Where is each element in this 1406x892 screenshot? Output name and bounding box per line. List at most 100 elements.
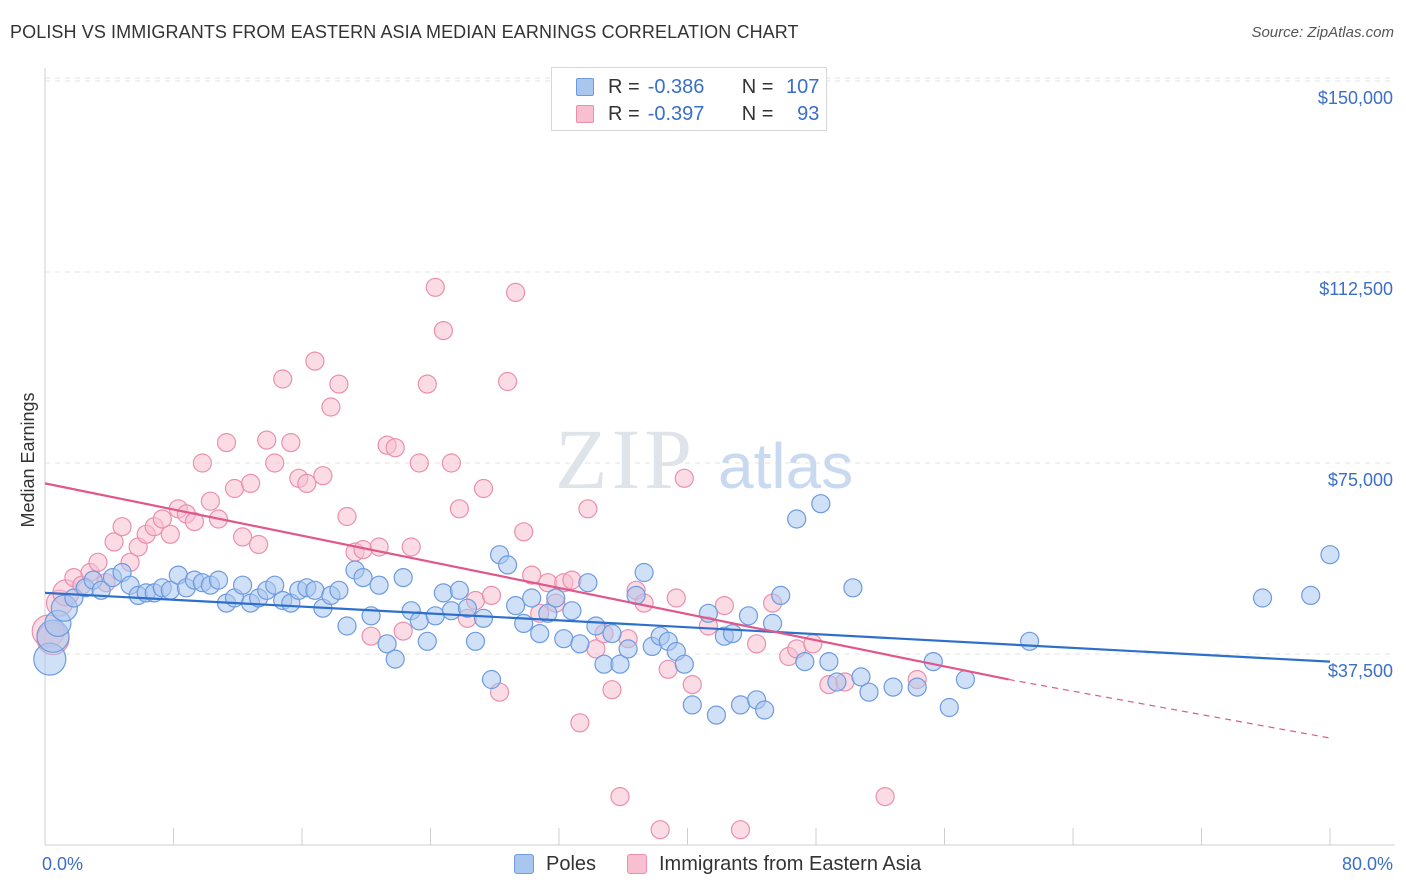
immigrants-point [393,621,413,641]
watermark: ZIP atlas [555,411,853,507]
poles-point [827,672,847,692]
poles-point [682,695,702,715]
poles-point [554,629,574,649]
poles-point [233,575,253,595]
immigrants-point [152,509,172,529]
poles-point [819,651,839,672]
poles-point [505,595,526,616]
poles-point [811,494,831,514]
immigrants-point [385,438,405,458]
poles-point [859,682,879,702]
immigrants-point [281,433,301,453]
immigrants-point [329,374,349,394]
immigrants-point [104,532,124,552]
tick-labels: $37,500 $75,000 $112,500 $150,000 0.0% 80.0% [42,88,1393,874]
poles-point [441,601,461,621]
poles-point [578,573,598,593]
legend-row-immigrants: R = -0.397 N = 93 [576,102,819,126]
poles-point [473,608,494,628]
y-tick-label: $112,500 [1319,279,1393,299]
poles-point [546,588,566,608]
immigrants-point [449,499,469,519]
watermark-zip: ZIP [555,411,696,507]
watermark-atlas: atlas [718,430,853,502]
legend-item-immigrants: Immigrants from Eastern Asia [627,851,921,877]
immigrants-point [160,524,180,544]
immigrants-point [578,499,598,519]
poles-point [939,697,959,718]
immigrants-point [112,517,132,537]
legend-r-label: R = [608,102,640,125]
poles-point [738,606,759,626]
legend-r-value: -0.386 [647,75,705,98]
immigrants-point [313,466,333,486]
legend-label-poles: Poles [546,852,597,875]
poles-point [610,654,630,674]
immigrants-point [441,453,461,473]
immigrants-point [216,433,237,453]
poles-point [377,634,397,654]
x-tick-label: 0.0% [42,854,83,874]
immigrants-point [361,626,381,646]
chart-title: POLISH VS IMMIGRANTS FROM EASTERN ASIA M… [10,22,799,42]
immigrants-point [674,468,694,488]
immigrants-point [409,453,429,473]
immigrants-point [522,565,542,585]
poles-point [530,623,550,644]
immigrants-point [224,478,245,499]
immigrants-trend-line [44,482,1009,681]
poles-point [457,598,477,618]
poles-point [594,654,614,674]
immigrants-point [257,430,277,450]
poles-point [562,601,582,621]
legend-n-label: N = [741,102,774,125]
trend-lines [44,482,1331,739]
poles-point [393,567,413,588]
immigrants-point [401,537,421,557]
poles-point [923,651,943,672]
poles-point [907,677,927,697]
immigrants-point [192,453,212,473]
poles-point [754,700,775,720]
poles-point [722,623,743,644]
poles-point [843,578,863,598]
poles-point [955,669,976,690]
poles-point [425,606,445,626]
poles-point [353,567,373,588]
legend-r-label: R = [608,75,640,98]
poles-point [771,585,791,606]
immigrants-point [273,369,293,389]
y-tick-label: $37,500 [1328,661,1393,681]
immigrants-point [473,478,494,499]
poles-point [602,623,622,644]
immigrants-point [184,511,204,532]
immigrants-point [730,820,751,840]
poles-point [795,651,815,672]
immigrants-point [417,374,437,394]
poles-point [409,611,429,631]
poles-point [634,562,654,583]
immigrants-point [562,570,582,590]
immigrants-trend-extension [1008,678,1331,739]
poles-point [433,583,453,603]
poles-point [481,669,502,690]
poles-point [538,603,558,623]
poles-point [449,580,469,600]
series-immigrants-points [31,277,927,840]
immigrants-point [200,491,220,511]
y-tick-label: $150,000 [1318,88,1393,108]
poles-point [1252,588,1273,608]
immigrants-point [297,473,317,493]
poles-point [265,575,285,595]
legend-label-immigrants: Immigrants from Eastern Asia [659,852,922,875]
legend-swatch-poles [514,854,534,874]
poles-point [522,588,542,608]
immigrants-point [505,282,526,302]
immigrants-point [650,820,670,840]
immigrants-point [682,674,702,695]
legend-swatch-poles [576,78,594,96]
immigrants-point [88,552,108,572]
immigrants-point [746,634,767,654]
poles-point [305,580,325,600]
poles-point [369,575,389,595]
